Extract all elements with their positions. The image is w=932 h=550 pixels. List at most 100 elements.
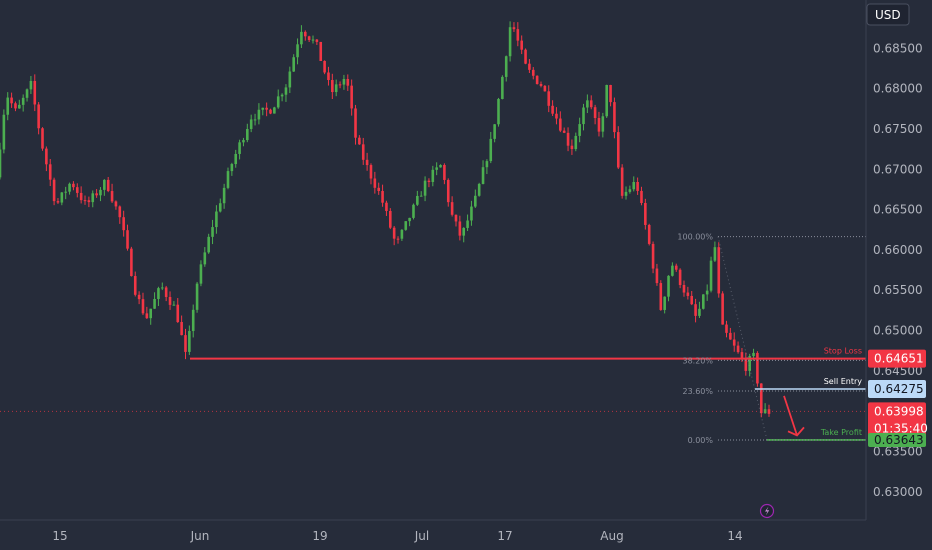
fib-level-label: 0.00% [688,436,714,445]
candle-body [655,268,659,284]
candle-body [137,294,141,300]
candle-body [427,180,431,182]
candle-body [369,165,373,179]
trade-levels: Stop Loss Sell Entry Take Profit [0,347,866,441]
candle-body [477,183,481,196]
candle-body [211,227,214,237]
candle-body [562,130,566,133]
candle-body [667,275,670,297]
candle-body [168,296,172,305]
candle-body [400,229,404,239]
candle-body [559,118,562,131]
candle-body [466,220,469,228]
candle-body [474,195,477,207]
candle-body [118,206,122,218]
candle-body [504,56,508,77]
candle-body [222,187,226,204]
candle-body [481,167,485,184]
candle-body [103,179,106,190]
candle-body [574,135,578,150]
currency-selector[interactable]: USD [866,3,910,26]
candle-body [41,128,44,149]
take-profit-label: Take Profit [820,428,862,437]
candle-body [702,294,705,309]
candle-body [338,84,342,86]
candle-body [485,161,489,168]
candle-body [423,180,427,196]
candle-body [48,164,52,180]
candle-body [493,124,496,139]
candle-body [632,181,636,190]
fibonacci-retracement: 100.00% 38.20% 23.60% 0.00% [677,233,866,445]
candle-body [497,98,500,125]
candle-body [218,203,222,212]
candle-body [694,304,697,316]
candle-body [292,57,295,72]
candle-body [570,145,574,150]
stop-loss-label: Stop Loss [824,347,862,356]
candle-body [609,84,612,103]
candle-body [392,227,396,239]
time-axis-panel[interactable] [0,520,932,550]
candle-body [180,322,183,336]
time-tick-label: 14 [727,529,742,543]
candle-body [404,221,408,230]
candle-body [446,179,450,203]
candle-body [508,27,512,57]
candle-body [763,409,767,414]
candle-body [276,96,280,108]
fib-level-label: 100.00% [677,233,713,242]
price-tick-label: 0.63500 [873,444,923,458]
candle-body [106,179,110,192]
candle-body [257,109,261,120]
candle-body [674,265,678,270]
candle-body [56,201,60,203]
candle-body [246,129,249,141]
candle-body [640,190,643,203]
forecast-arrow-head [787,426,805,437]
candle-body [651,243,655,269]
candle-body [385,202,388,211]
candle-body [176,304,180,323]
candle-body [531,69,535,76]
price-tags: 0.64651 0.64275 0.63998 01:35:400.63643 [868,349,928,447]
candle-body [736,345,740,353]
candle-body [663,296,666,310]
price-tick-label: 0.66000 [873,243,923,257]
current-price-value: 0.63998 [874,404,924,418]
candle-body [114,201,118,207]
candle-body [331,80,334,93]
price-tick-label: 0.63000 [873,485,923,499]
candle-body [709,260,713,291]
candle-body [249,119,253,130]
candle-body [323,60,326,73]
candle-body [624,191,628,196]
candle-countdown: 01:35:40 [874,421,928,435]
candle-body [25,89,29,98]
candle-body [412,204,415,218]
candle-body [601,116,605,132]
candle-body [91,193,95,203]
candle-body [60,192,64,203]
price-tick-label: 0.65500 [873,283,923,297]
candle-body [164,287,168,297]
candle-body [439,164,442,168]
candle-body [83,200,87,202]
currency-selector-frame [866,3,910,26]
price-tick-label: 0.68500 [873,41,923,55]
replay-lightning-icon[interactable] [759,503,775,519]
candle-body [744,358,748,371]
candle-body [698,308,701,316]
candle-body [242,140,245,143]
price-axis-panel[interactable] [866,0,932,550]
candle-body [578,124,581,136]
candle-body [489,138,493,162]
candle-body [350,85,353,109]
time-tick-label: Jul [414,529,429,543]
candle-body [33,80,37,105]
candle-body [740,352,744,359]
candle-body [141,299,145,314]
price-tag-value: 0.64275 [874,382,924,396]
time-tick-label: Jun [190,529,210,543]
